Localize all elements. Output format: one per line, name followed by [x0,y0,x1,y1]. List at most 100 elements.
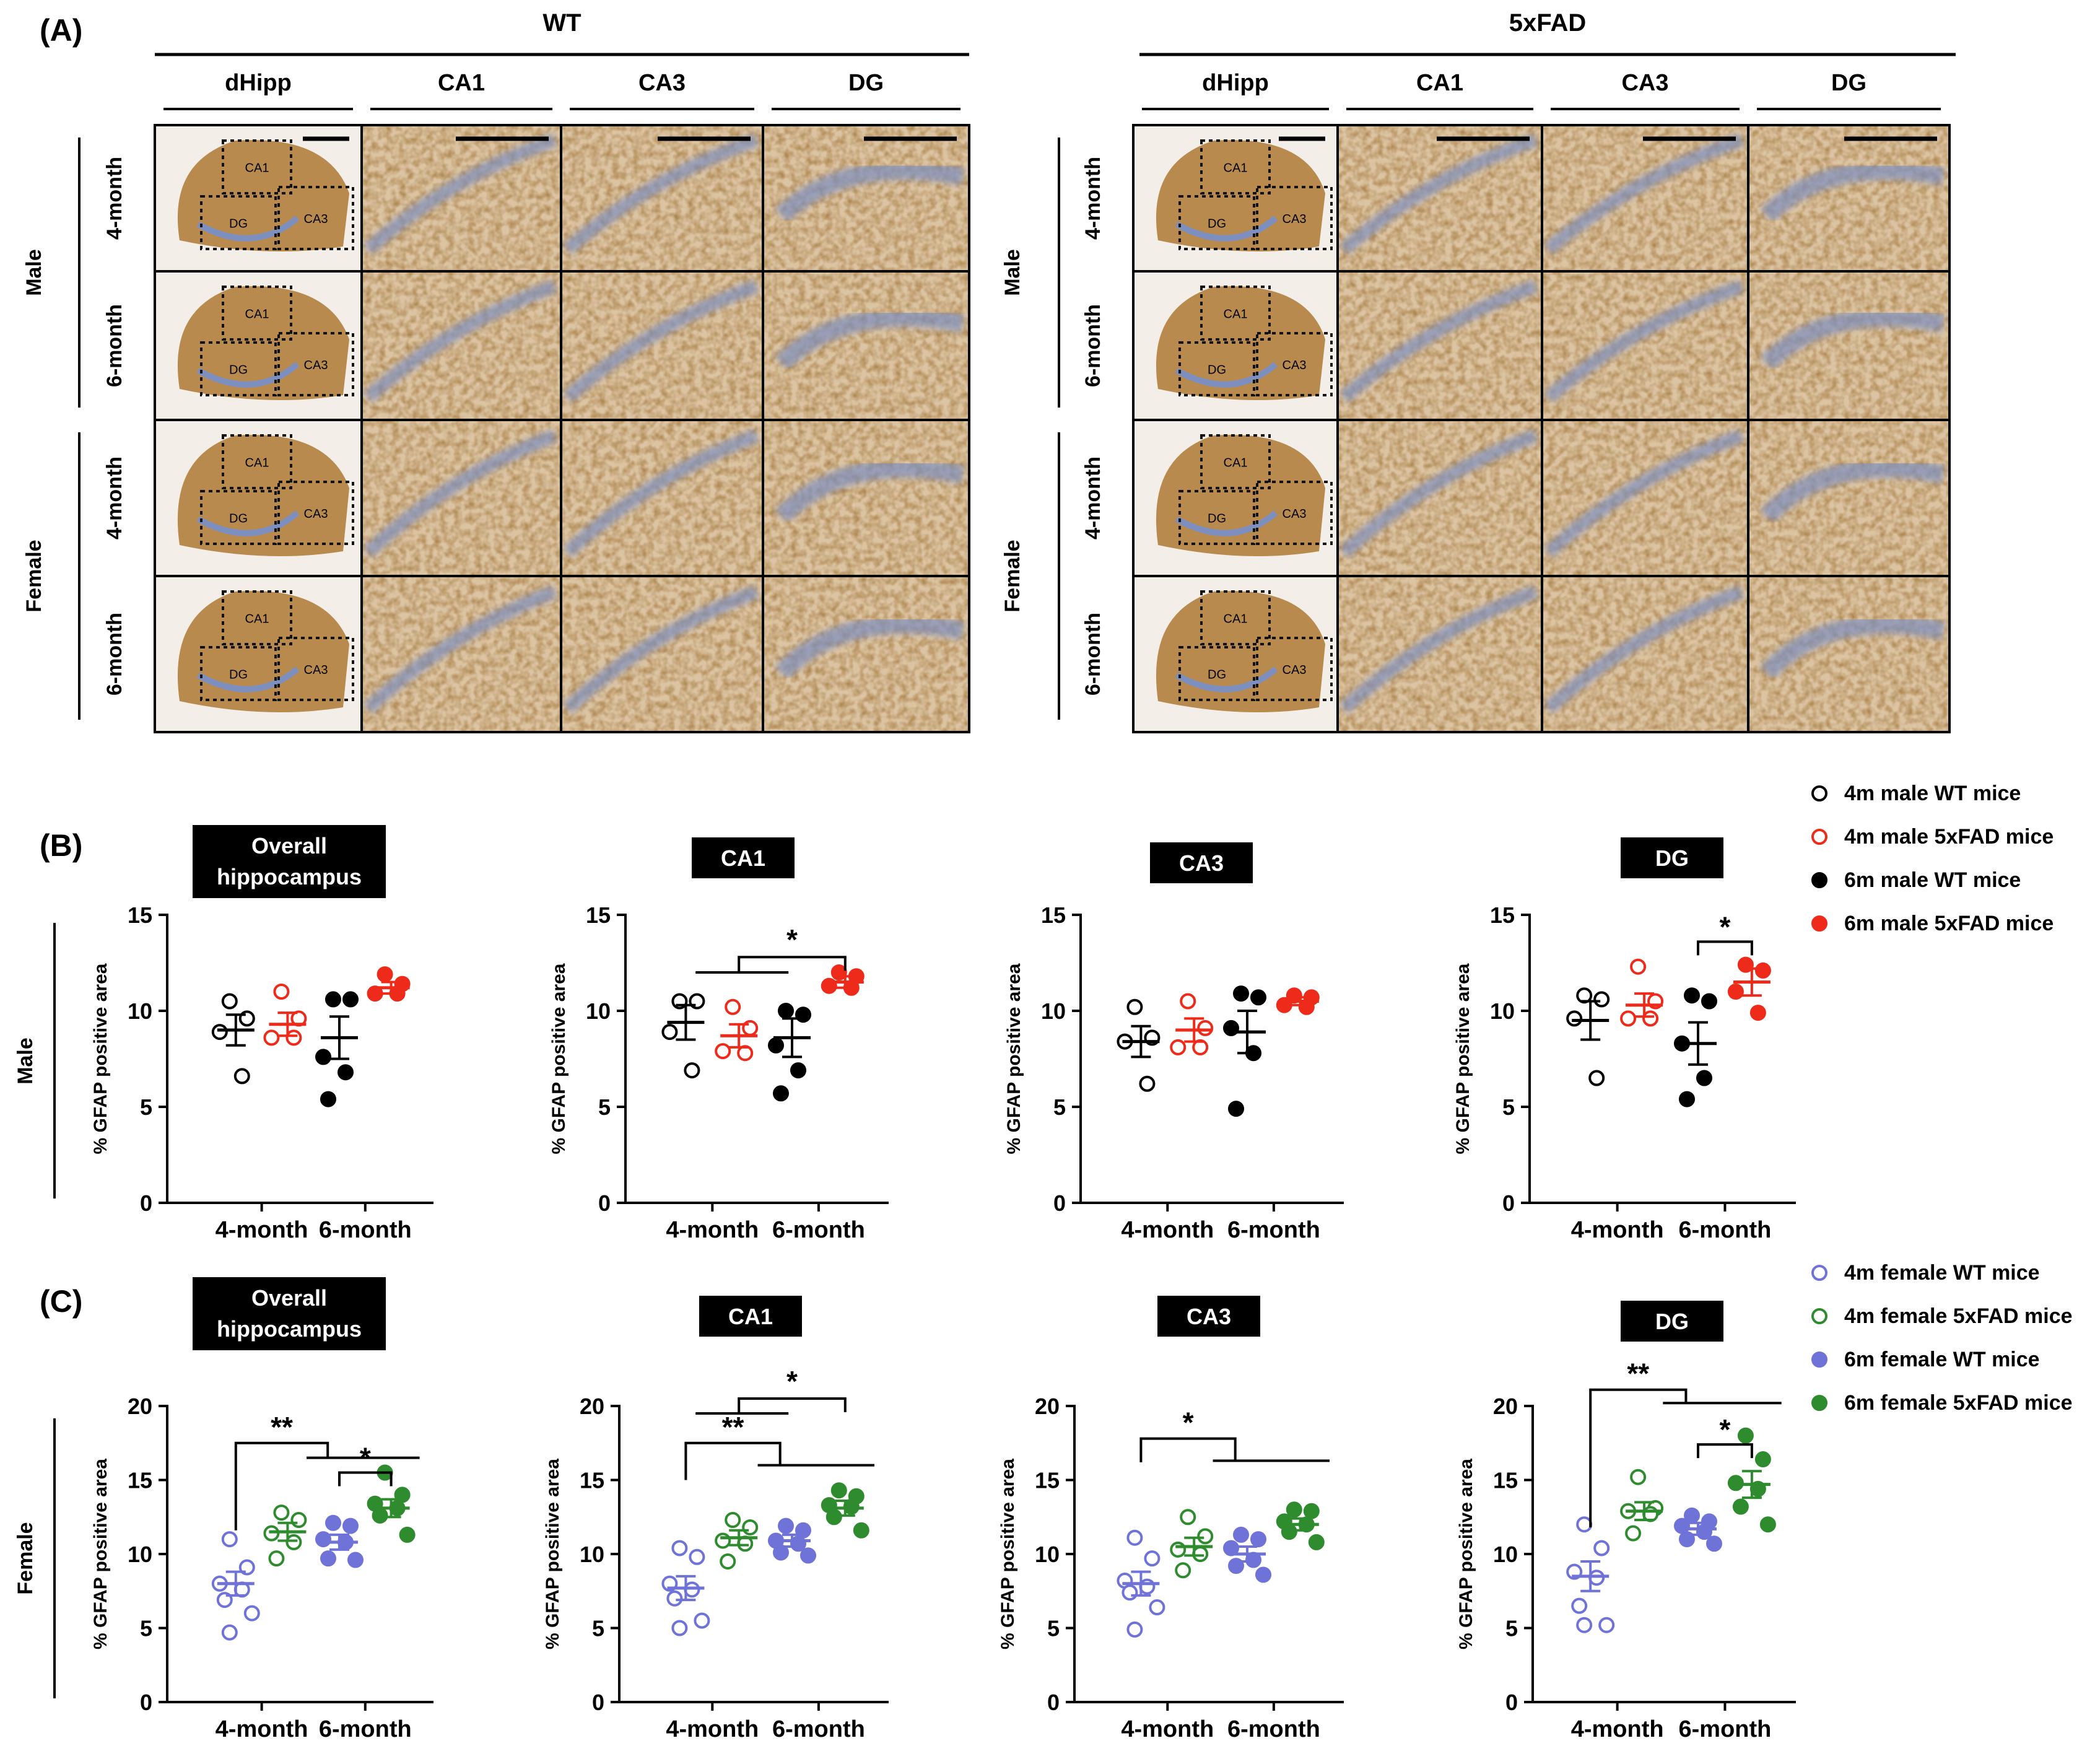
chart-title-text: Overall [251,833,327,858]
legend-marker-1 [1811,829,1827,845]
legend-entry-2: 6m female WT mice [1844,1348,2040,1371]
data-point [320,1091,336,1107]
data-point [800,1547,816,1564]
y-axis-label: % GFAP positive area [90,1459,111,1649]
legend-male: 4m male WT mice 4m male 5xFAD mice 6m male… [1811,782,2054,935]
chart-title-box [193,825,386,898]
y-axis-label: % GFAP positive area [90,963,111,1154]
data-point [1233,985,1249,1002]
significance-bracket [1697,1443,1753,1459]
data-point [1642,1010,1659,1027]
data-point [338,1064,354,1081]
column-header-1-3: DG [1831,70,1866,96]
cell-layer [1339,133,1538,255]
region-box-label-0: CA1 [245,613,269,626]
sex-label-1-1: Female [1001,539,1024,612]
cell-layer [363,429,557,558]
micrograph-1-3-1 [1336,575,1543,733]
significance-label: ** [1627,1358,1649,1390]
age-label-0-3: 6-month [103,613,126,696]
data-point [1250,989,1266,1006]
granule-layer [1175,362,1278,388]
data-point [1170,1039,1187,1055]
data-point [1571,1597,1588,1614]
legend-entry-1: 4m male 5xFAD mice [1844,825,2054,849]
data-point [1701,993,1717,1010]
x-tick-label: 6-month [772,1716,865,1742]
data-point [666,1590,683,1607]
significance-bracket [1697,940,1753,956]
significance-label: ** [722,1411,744,1443]
data-point [742,1519,759,1535]
region-box-label-2: CA3 [1283,212,1307,226]
y-tick-label: 5 [1505,1616,1518,1641]
y-tick-label: 0 [140,1690,152,1715]
region-box-1 [1178,195,1255,250]
significance-label: * [360,1442,371,1474]
y-tick-label: 10 [1035,1542,1060,1567]
data-point [1749,1005,1766,1021]
region-box-label-0: CA1 [1224,162,1248,175]
data-point [1175,1562,1191,1579]
data-point [315,1531,331,1548]
micrograph-1-3-2 [1541,575,1749,733]
micrograph-0-0-2 [560,124,764,273]
y-tick-label: 0 [140,1190,152,1216]
micrograph-1-3-3 [1747,575,1951,733]
data-point [263,1029,280,1046]
y-tick-label: 0 [1053,1190,1066,1216]
region-box-2 [1256,637,1333,701]
age-label-1-0: 4-month [1081,157,1105,240]
data-point [825,1509,842,1526]
y-tick-label: 20 [128,1394,152,1419]
group-header-1: 5xFAD [1509,9,1587,37]
y-tick-label: 5 [1502,1094,1515,1120]
y-axis-label: % GFAP positive area [998,1459,1018,1649]
region-box-label-0: CA1 [1224,308,1248,321]
significance-bracket [1589,1388,1688,1527]
data-point [342,1517,359,1534]
cell-layer [363,585,557,714]
data-point [790,1535,806,1552]
region-box-1 [200,490,277,545]
data-point [694,1612,710,1629]
data-point [720,1553,736,1570]
legend-entry-3: 6m female 5xFAD mice [1844,1391,2073,1415]
significance-bracket [338,1471,393,1487]
region-box-label-1: DG [1208,512,1226,526]
data-point [1139,1578,1156,1595]
micrograph-1-2-1 [1336,419,1543,577]
chart-B-2: CA3 0 5 10 15 4-month 6-month % GFAP positive a… [1004,842,1344,1243]
micrograph-0-0-0: CA1 DG CA3 [154,124,363,273]
micrograph-1-3-0: CA1 DG CA3 [1132,575,1339,733]
micrograph-1-0-3 [1747,124,1951,273]
legend-entry-3: 6m male 5xFAD mice [1844,912,2054,935]
region-box-2 [1256,481,1333,545]
data-point [221,1624,238,1641]
significance-bracket [738,956,847,972]
micrograph-0-1-2 [560,270,764,421]
sex-label-1-0: Male [1001,249,1024,296]
y-tick-label: 0 [592,1690,604,1715]
data-point [1126,998,1143,1015]
data-point [1139,1075,1156,1092]
cell-layer [1339,279,1538,403]
cell-layer [562,429,759,558]
micrograph-1-1-2 [1541,270,1749,421]
y-tick-label: 15 [580,1468,604,1493]
data-point [1250,1531,1266,1548]
cell-layer [775,615,965,679]
x-tick-label: 6-month [1679,1217,1772,1243]
region-box-label-1: DG [1208,217,1226,231]
y-axis-label: % GFAP positive area [1456,1459,1476,1649]
data-point [1630,1469,1647,1485]
chart-title-text: hippocampus [217,864,362,889]
region-box-1 [200,195,277,250]
data-point [1630,958,1647,975]
y-tick-label: 15 [586,902,611,928]
micrograph-1-2-3 [1747,419,1951,577]
micrograph-frame [762,575,970,733]
granule-layer [1175,666,1278,692]
data-point [325,1514,341,1531]
data-point [1588,1070,1605,1086]
